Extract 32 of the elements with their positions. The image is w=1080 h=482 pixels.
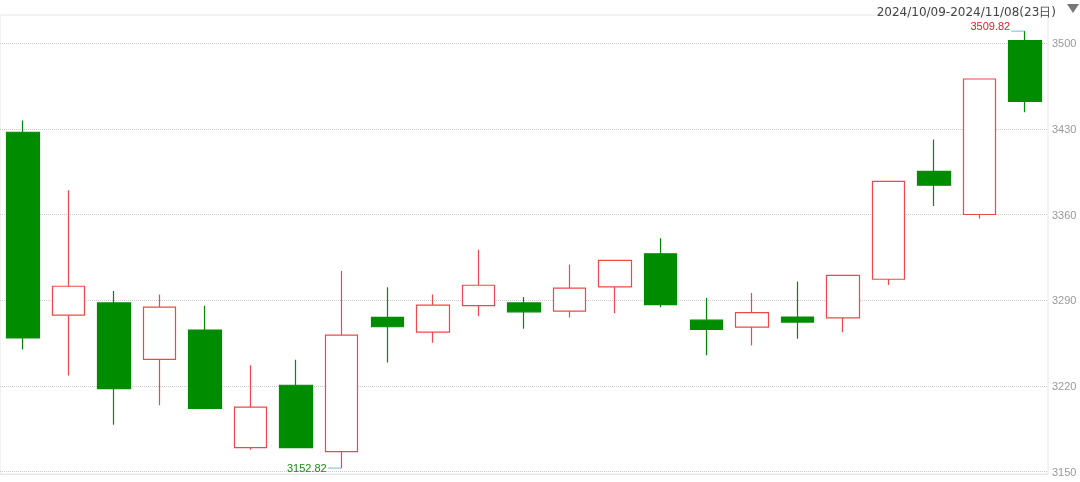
candlestick [96,290,132,426]
y-tick-label: 3290 [1052,294,1077,307]
candlestick [142,293,177,406]
y-tick-label: 3150 [1052,465,1077,478]
candlestick [370,286,405,364]
y-tick-label: 3500 [1052,37,1077,50]
candlestick [5,119,41,350]
candlestick [597,259,633,314]
candlestick [324,270,359,469]
candlestick [916,138,952,207]
candlestick [643,237,678,308]
candlestick [780,280,815,340]
candlestick [278,359,314,449]
candlestick [871,180,906,286]
candlestick [825,274,861,333]
candlestick [506,296,542,330]
y-tick-label: 3430 [1052,122,1077,135]
candlestick [1007,30,1043,113]
annotation: 3509.82 [970,19,1011,32]
candlestick [552,263,587,319]
candlestick [689,297,724,356]
y-tick-label: 3360 [1052,208,1077,221]
candlestick [233,364,268,451]
candlestick [461,249,496,317]
candlestick [734,292,770,347]
chart-title: 2024/10/09-2024/11/08(23日) [876,5,1057,19]
candlestick [962,78,997,220]
candlestick [415,293,451,344]
annotation: 3152.82 [286,462,327,475]
candlestick [187,305,223,410]
y-tick-label: 3220 [1052,379,1077,392]
candlestick [51,189,86,377]
